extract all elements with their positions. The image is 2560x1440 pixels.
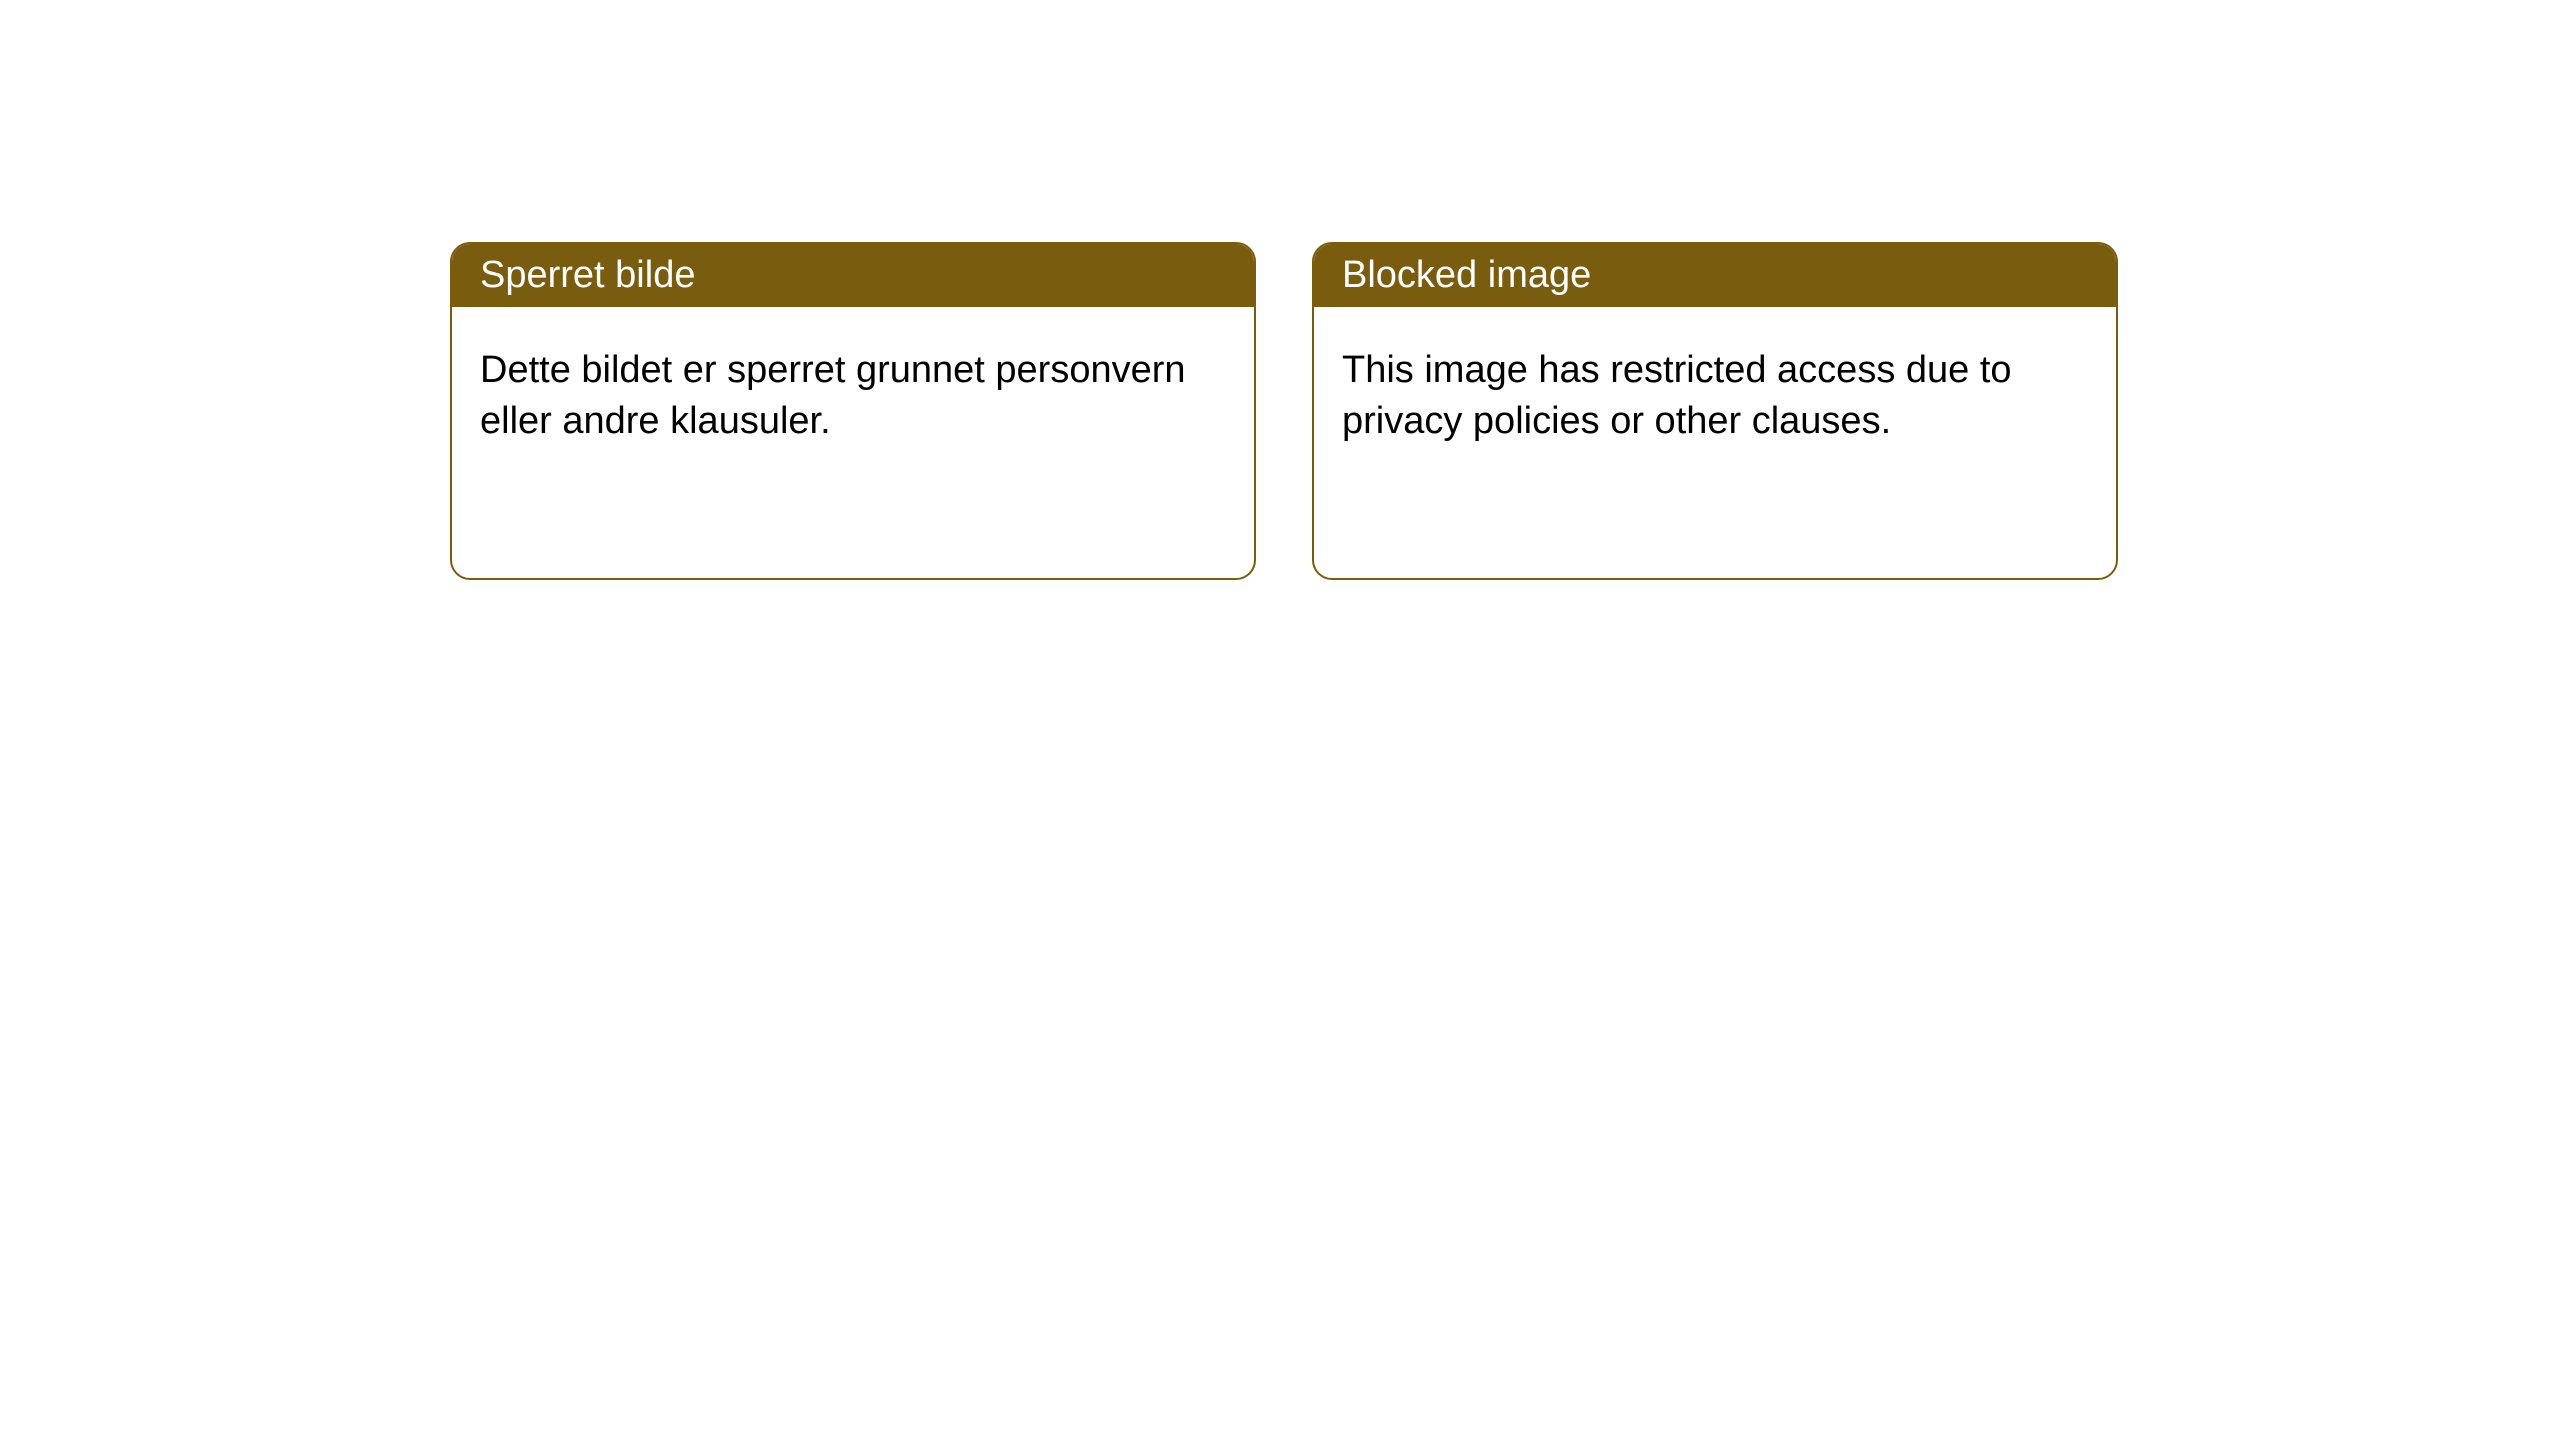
notice-card-english: Blocked image This image has restricted …: [1312, 242, 2118, 580]
notice-card-norwegian: Sperret bilde Dette bildet er sperret gr…: [450, 242, 1256, 580]
notice-body: Dette bildet er sperret grunnet personve…: [452, 307, 1254, 486]
notice-header: Blocked image: [1314, 244, 2116, 307]
notice-container: Sperret bilde Dette bildet er sperret gr…: [0, 0, 2560, 580]
notice-body: This image has restricted access due to …: [1314, 307, 2116, 486]
notice-header: Sperret bilde: [452, 244, 1254, 307]
